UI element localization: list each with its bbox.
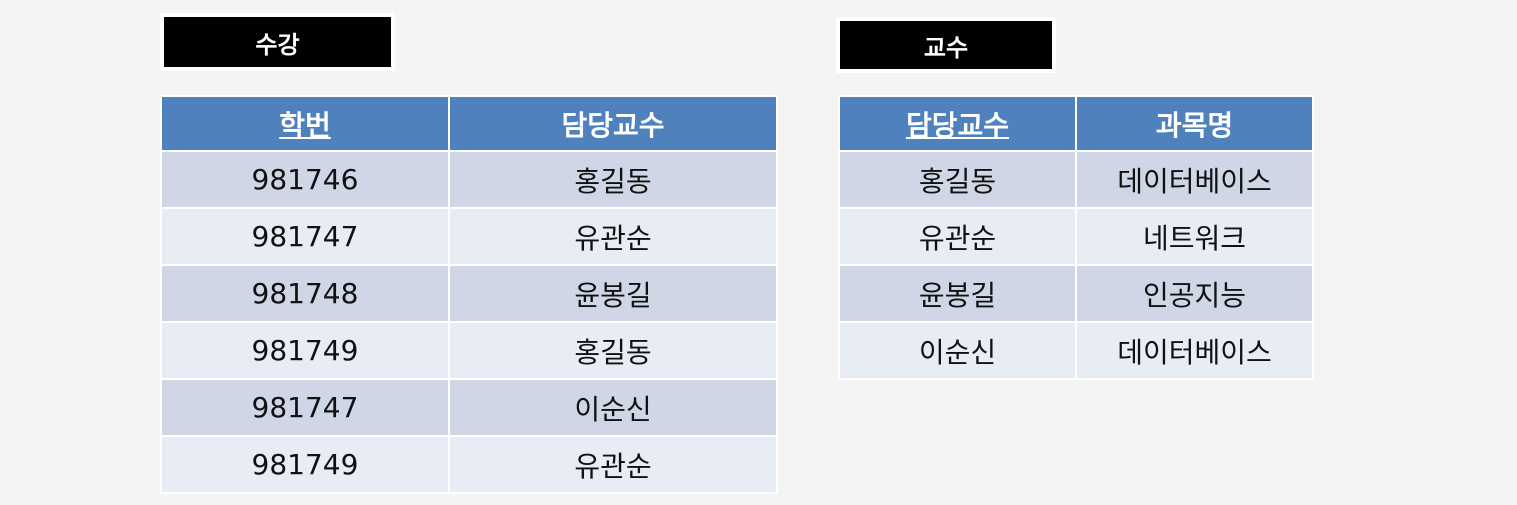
table-title-professor: 교수 [840, 21, 1052, 69]
table-row: 981747 이순신 [162, 380, 776, 435]
header-row: 학번 담당교수 [162, 97, 776, 150]
cell-professor: 유관순 [450, 209, 776, 264]
column-header-professor: 담당교수 [840, 97, 1075, 150]
cell-professor: 유관순 [450, 437, 776, 492]
cell-student-id: 981749 [162, 437, 448, 492]
cell-professor: 윤봉길 [840, 266, 1075, 321]
table-row: 홍길동 데이터베이스 [840, 152, 1312, 207]
cell-student-id: 981747 [162, 380, 448, 435]
cell-professor: 홍길동 [450, 323, 776, 378]
table-row: 981747 유관순 [162, 209, 776, 264]
table-row: 이순신 데이터베이스 [840, 323, 1312, 378]
cell-professor: 윤봉길 [450, 266, 776, 321]
enrollment-table: 학번 담당교수 981746 홍길동 981747 유관순 981748 윤봉길… [160, 95, 778, 494]
table-row: 981749 홍길동 [162, 323, 776, 378]
cell-student-id: 981746 [162, 152, 448, 207]
column-header-course-name: 과목명 [1077, 97, 1312, 150]
cell-student-id: 981749 [162, 323, 448, 378]
cell-student-id: 981747 [162, 209, 448, 264]
table-row: 유관순 네트워크 [840, 209, 1312, 264]
table-row: 981749 유관순 [162, 437, 776, 492]
cell-student-id: 981748 [162, 266, 448, 321]
table-row: 981746 홍길동 [162, 152, 776, 207]
cell-professor: 이순신 [450, 380, 776, 435]
cell-course-name: 데이터베이스 [1077, 323, 1312, 378]
cell-course-name: 데이터베이스 [1077, 152, 1312, 207]
cell-professor: 홍길동 [450, 152, 776, 207]
column-header-student-id: 학번 [162, 97, 448, 150]
column-header-professor: 담당교수 [450, 97, 776, 150]
cell-course-name: 네트워크 [1077, 209, 1312, 264]
table-title-enrollment: 수강 [164, 17, 391, 67]
table-row: 윤봉길 인공지능 [840, 266, 1312, 321]
table-row: 981748 윤봉길 [162, 266, 776, 321]
cell-professor: 유관순 [840, 209, 1075, 264]
cell-course-name: 인공지능 [1077, 266, 1312, 321]
header-row: 담당교수 과목명 [840, 97, 1312, 150]
cell-professor: 홍길동 [840, 152, 1075, 207]
professor-table: 담당교수 과목명 홍길동 데이터베이스 유관순 네트워크 윤봉길 인공지능 이순… [838, 95, 1314, 380]
cell-professor: 이순신 [840, 323, 1075, 378]
